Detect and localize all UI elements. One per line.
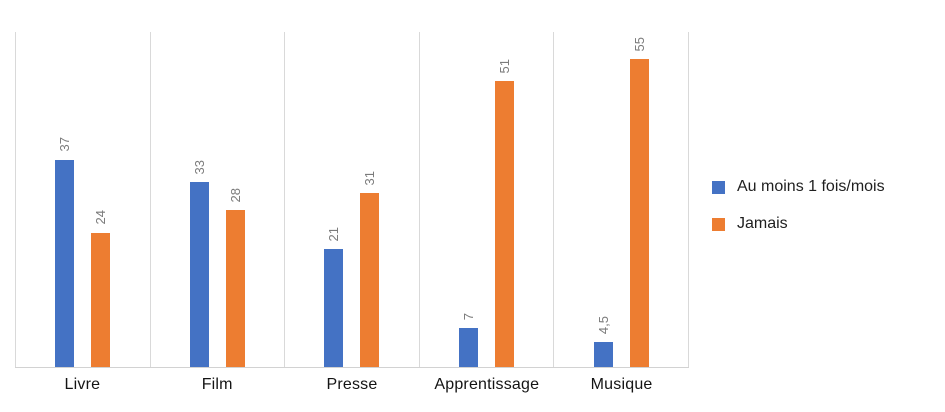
bar-group-musique-au-moins-1-fois-mois: 4,5 <box>593 32 613 367</box>
bar-group-presse-jamais: 31 <box>360 32 380 367</box>
x-axis-label-film: Film <box>201 376 233 393</box>
value-label-musique-au-moins-1-fois-mois: 4,5 <box>595 315 611 334</box>
bar-film-au-moins-1-fois-mois <box>189 182 209 367</box>
value-label-apprentissage-au-moins-1-fois-mois: 7 <box>461 312 477 320</box>
bar-presse-jamais <box>360 193 380 367</box>
value-label-apprentissage-jamais: 51 <box>497 58 513 74</box>
value-label-film-au-moins-1-fois-mois: 33 <box>191 159 207 175</box>
category-panel-livre: 37 24 <box>15 32 150 367</box>
x-axis-label-apprentissage: Apprentissage <box>434 376 540 393</box>
x-axis-labels: Livre Film Presse Apprentissage Musique <box>15 376 689 394</box>
value-label-livre-au-moins-1-fois-mois: 37 <box>57 137 73 152</box>
x-axis-label-musique: Musique <box>590 376 653 393</box>
category-panel-musique: 4,5 55 <box>553 32 689 367</box>
legend-swatch-orange <box>712 217 725 231</box>
value-label-presse-au-moins-1-fois-mois: 21 <box>326 226 342 242</box>
category-panel-apprentissage: 7 51 <box>418 32 554 367</box>
category-panel-film: 33 28 <box>149 32 285 367</box>
value-label-musique-jamais: 55 <box>631 36 647 51</box>
value-label-presse-jamais: 31 <box>362 170 378 186</box>
bar-group-presse-au-moins-1-fois-mois: 21 <box>324 32 344 367</box>
bar-musique-au-moins-1-fois-mois <box>593 341 613 367</box>
category-panel-presse: 21 31 <box>284 32 419 367</box>
legend: Au moins 1 fois/mois Jamais <box>712 178 885 233</box>
legend-label: Au moins 1 fois/mois <box>737 178 885 195</box>
value-label-film-jamais: 28 <box>227 187 243 203</box>
bar-apprentissage-jamais <box>495 81 515 367</box>
bar-group-livre-jamais: 24 <box>91 32 111 367</box>
bar-group-musique-jamais: 55 <box>629 32 649 367</box>
bar-group-film-au-moins-1-fois-mois: 33 <box>189 32 209 367</box>
x-axis-label-presse: Presse <box>326 376 378 393</box>
value-label-livre-jamais: 24 <box>93 210 109 225</box>
legend-label: Jamais <box>737 215 788 232</box>
x-axis-label-livre: Livre <box>64 376 101 393</box>
legend-item-jamais: Jamais <box>712 215 885 233</box>
bar-presse-au-moins-1-fois-mois <box>324 249 344 367</box>
bar-musique-jamais <box>629 59 649 367</box>
bar-apprentissage-au-moins-1-fois-mois <box>459 327 479 367</box>
bar-group-apprentissage-au-moins-1-fois-mois: 7 <box>459 32 479 367</box>
legend-item-au-moins-1-fois-mois: Au moins 1 fois/mois <box>712 178 885 196</box>
bar-group-livre-au-moins-1-fois-mois: 37 <box>55 32 75 367</box>
bar-livre-jamais <box>91 232 111 367</box>
plot-area: 37 24 33 28 21 31 7 51 4,5 55 <box>15 32 689 368</box>
bar-group-film-jamais: 28 <box>225 32 245 367</box>
bar-livre-au-moins-1-fois-mois <box>55 159 75 367</box>
legend-swatch-blue <box>712 180 725 194</box>
bar-film-jamais <box>225 210 245 367</box>
bar-group-apprentissage-jamais: 51 <box>495 32 515 367</box>
